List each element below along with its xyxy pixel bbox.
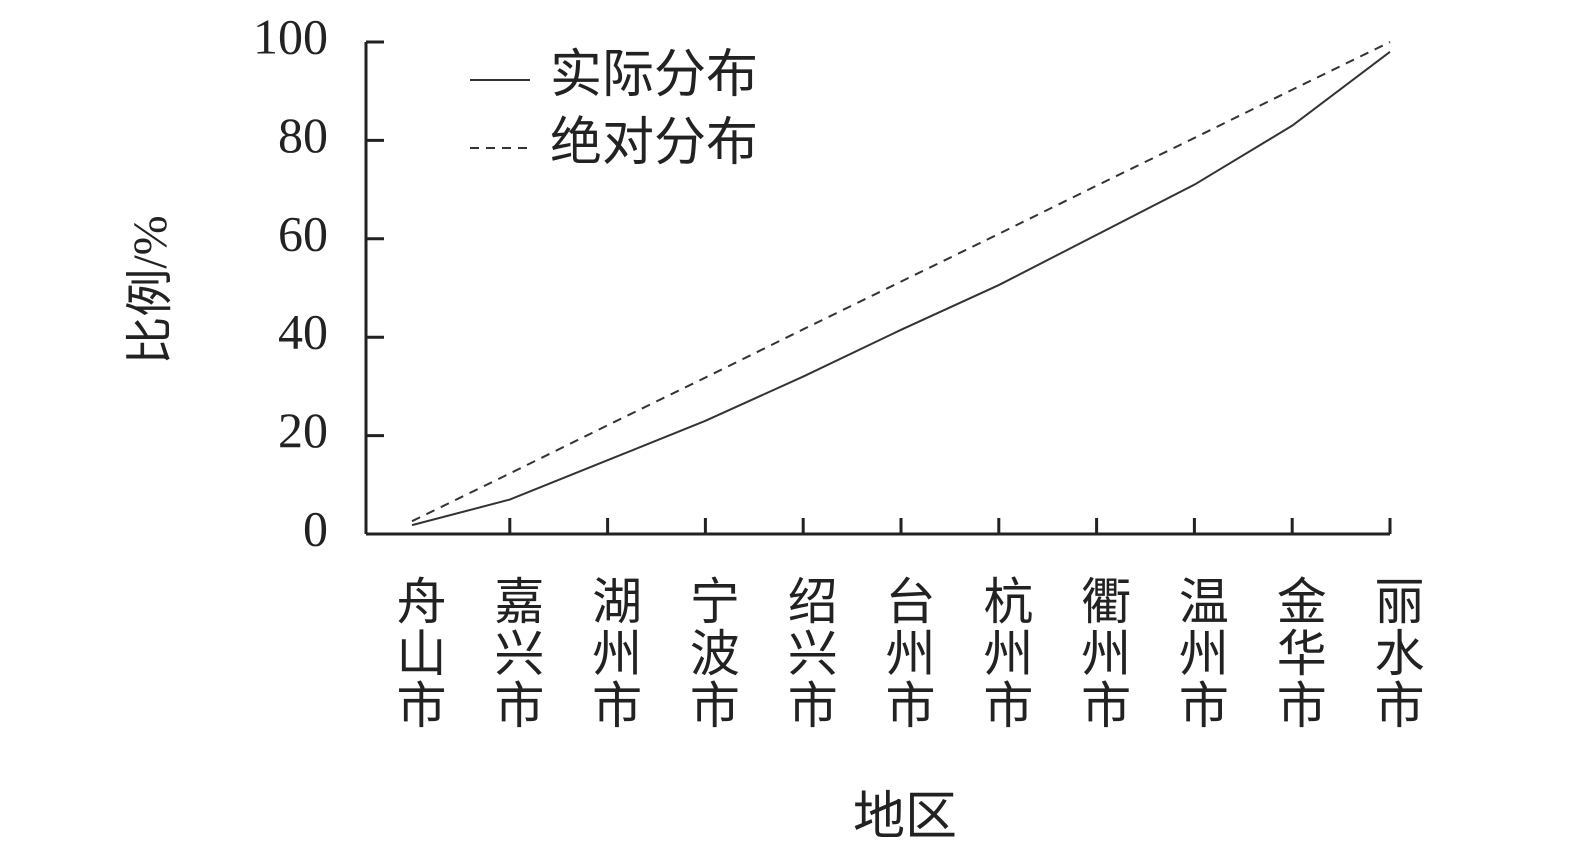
x-tick-label: 丽水市	[1368, 575, 1424, 731]
x-axis-label: 地区	[853, 789, 957, 846]
x-tick-label: 绍兴市	[781, 575, 837, 731]
x-tick-label: 杭州市	[976, 575, 1032, 731]
x-tick-label: 衢州市	[1074, 575, 1130, 731]
y-tick-label: 20	[278, 402, 328, 458]
x-tick-label: 宁波市	[683, 575, 739, 731]
y-tick-label: 60	[278, 205, 328, 261]
x-tick-label: 舟山市	[390, 575, 446, 731]
data-line	[411, 51, 1391, 527]
x-tick-label: 台州市	[879, 575, 935, 731]
x-tick-label: 温州市	[1172, 575, 1228, 731]
legend-label: 实际分布	[550, 47, 758, 104]
y-axis-label: 比例/%	[124, 215, 177, 364]
y-tick-label: 0	[303, 500, 328, 556]
y-tick-label: 80	[278, 107, 328, 163]
legend-label: 绝对分布	[550, 115, 758, 172]
data-line	[411, 41, 1391, 523]
y-tick-label: 40	[278, 304, 328, 360]
x-tick-label: 嘉兴市	[487, 575, 543, 731]
x-tick-label: 湖州市	[585, 575, 641, 731]
y-tick-label: 100	[253, 8, 328, 64]
x-tick-label: 金华市	[1270, 575, 1326, 731]
